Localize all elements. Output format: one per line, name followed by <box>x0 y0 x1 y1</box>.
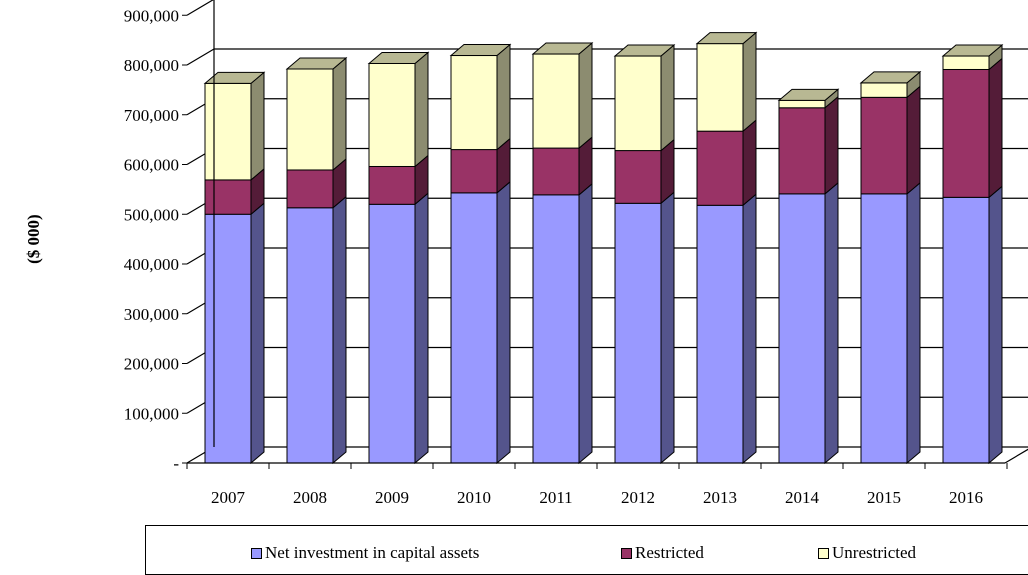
bar-2014-net-investment-in-capital-assets <box>778 193 826 464</box>
bar-2013-net-investment-in-capital-assets <box>696 204 744 464</box>
bar-2015-net-investment-in-capital-assets <box>860 193 908 464</box>
bar-2011-net-investment-in-capital-assets-side <box>578 182 593 465</box>
bar-2011-unrestricted <box>532 53 580 149</box>
bar-2012-unrestricted-top <box>613 44 676 57</box>
bar-2011-net-investment-in-capital-assets <box>532 194 580 464</box>
bar-2013-unrestricted-side <box>742 31 757 133</box>
legend-item-restricted: Restricted <box>621 543 704 563</box>
bar-2009-unrestricted-side <box>414 51 429 168</box>
legend-swatch-unrestricted <box>818 547 829 559</box>
x-tick-label: 2014 <box>785 488 820 507</box>
bar-2012-unrestricted <box>614 55 662 152</box>
bar-2009-net-investment-in-capital-assets <box>368 203 416 464</box>
x-tick-label: 2015 <box>867 488 901 507</box>
bar-2010-unrestricted-side <box>496 43 511 151</box>
legend-label: Unrestricted <box>832 543 917 562</box>
bar-2008-unrestricted <box>286 68 334 171</box>
bar-2015-restricted <box>860 96 908 195</box>
bar-2015-restricted-side <box>906 85 921 195</box>
y-tick-label: 400,000 <box>124 255 179 274</box>
bar-2008-net-investment-in-capital-assets <box>286 207 334 464</box>
legend-swatch-restricted <box>621 547 632 559</box>
x-tick-label: 2009 <box>375 488 409 507</box>
bar-2016-net-investment-in-capital-assets <box>942 196 990 464</box>
bar-2013-unrestricted-top <box>695 32 758 45</box>
bar-2010-restricted <box>450 149 498 194</box>
bar-2013-unrestricted <box>696 43 744 132</box>
bar-2013-net-investment-in-capital-assets-side <box>742 193 757 465</box>
x-tick-label: 2010 <box>457 488 491 507</box>
bar-2016-net-investment-in-capital-assets-side <box>988 185 1003 465</box>
legend: Net investment in capital assets Restric… <box>145 525 1028 575</box>
bar-2014-restricted-side <box>824 95 839 195</box>
x-tick-label: 2012 <box>621 488 655 507</box>
bar-2014-unrestricted-top <box>777 88 840 101</box>
bar-2015-unrestricted <box>860 82 908 98</box>
bar-2009-unrestricted-top <box>367 52 430 65</box>
bar-2014-net-investment-in-capital-assets-side <box>824 181 839 465</box>
y-tick-label: 200,000 <box>124 355 179 374</box>
bar-2012-restricted <box>614 150 662 204</box>
bar-2009-restricted <box>368 165 416 205</box>
bar-2009-unrestricted <box>368 63 416 167</box>
bar-2015-unrestricted-top <box>859 71 922 84</box>
bar-2011-unrestricted-side <box>578 41 593 150</box>
y-tick-label: 900,000 <box>124 6 179 25</box>
bar-2010-net-investment-in-capital-assets-side <box>496 180 511 465</box>
legend-label: Restricted <box>635 543 704 562</box>
bar-2007-unrestricted-side <box>250 71 265 182</box>
bar-2016-unrestricted <box>942 55 990 70</box>
x-tick-label: 2011 <box>539 488 572 507</box>
y-tick-label: 500,000 <box>124 205 179 224</box>
gridline-side <box>186 48 215 66</box>
x-tick-label: 2008 <box>293 488 327 507</box>
bar-2016-unrestricted-top <box>941 44 1004 57</box>
bar-2011-restricted <box>532 147 580 196</box>
x-tick-label: 2016 <box>949 488 983 507</box>
legend-item-net-investment: Net investment in capital assets <box>251 543 479 563</box>
legend-swatch-net-investment <box>251 547 262 559</box>
bar-2008-unrestricted-top <box>285 57 348 70</box>
bar-2009-net-investment-in-capital-assets-side <box>414 192 429 465</box>
y-tick-label: 700,000 <box>124 106 179 125</box>
bar-2013-restricted-side <box>742 119 757 207</box>
x-tick-label: 2007 <box>211 488 246 507</box>
y-axis-title: ($ 000) <box>24 214 43 264</box>
bar-2016-restricted-side <box>988 57 1003 199</box>
bar-2008-unrestricted-side <box>332 56 347 172</box>
legend-item-unrestricted: Unrestricted <box>818 543 916 563</box>
bar-2012-net-investment-in-capital-assets-side <box>660 191 675 465</box>
x-tick-label: 2013 <box>703 488 737 507</box>
bar-2008-net-investment-in-capital-assets-side <box>332 195 347 465</box>
bar-2007-net-investment-in-capital-assets-side <box>250 202 265 465</box>
y-tick-label: 800,000 <box>124 56 179 75</box>
bar-2007-restricted <box>204 179 252 215</box>
bar-2010-unrestricted-top <box>449 44 512 57</box>
bar-2012-unrestricted-side <box>660 43 675 152</box>
bar-2016-restricted <box>942 68 990 198</box>
bar-2015-net-investment-in-capital-assets-side <box>906 181 921 465</box>
y-tick-label: 100,000 <box>124 404 179 423</box>
gridline-side <box>186 0 214 16</box>
bar-2010-net-investment-in-capital-assets <box>450 192 498 464</box>
y-tick-label: 300,000 <box>124 305 179 324</box>
bar-2013-restricted <box>696 130 744 206</box>
bar-2014-restricted <box>778 107 826 195</box>
bar-2007-net-investment-in-capital-assets <box>204 213 252 464</box>
y-tick-label: - <box>173 454 179 473</box>
legend-label: Net investment in capital assets <box>265 543 480 562</box>
bar-2014-unrestricted <box>778 99 826 109</box>
bar-2011-unrestricted-top <box>531 42 594 55</box>
bar-2010-unrestricted <box>450 55 498 151</box>
bar-2012-net-investment-in-capital-assets <box>614 202 662 464</box>
y-tick-label: 600,000 <box>124 156 179 175</box>
bar-2007-unrestricted <box>204 82 252 181</box>
bar-2008-restricted <box>286 169 334 209</box>
chart-plot: - 100,000 200,000 300,000 400,000 500,000 600,… <box>24 0 1028 507</box>
floor-right-edge <box>1004 448 1028 464</box>
